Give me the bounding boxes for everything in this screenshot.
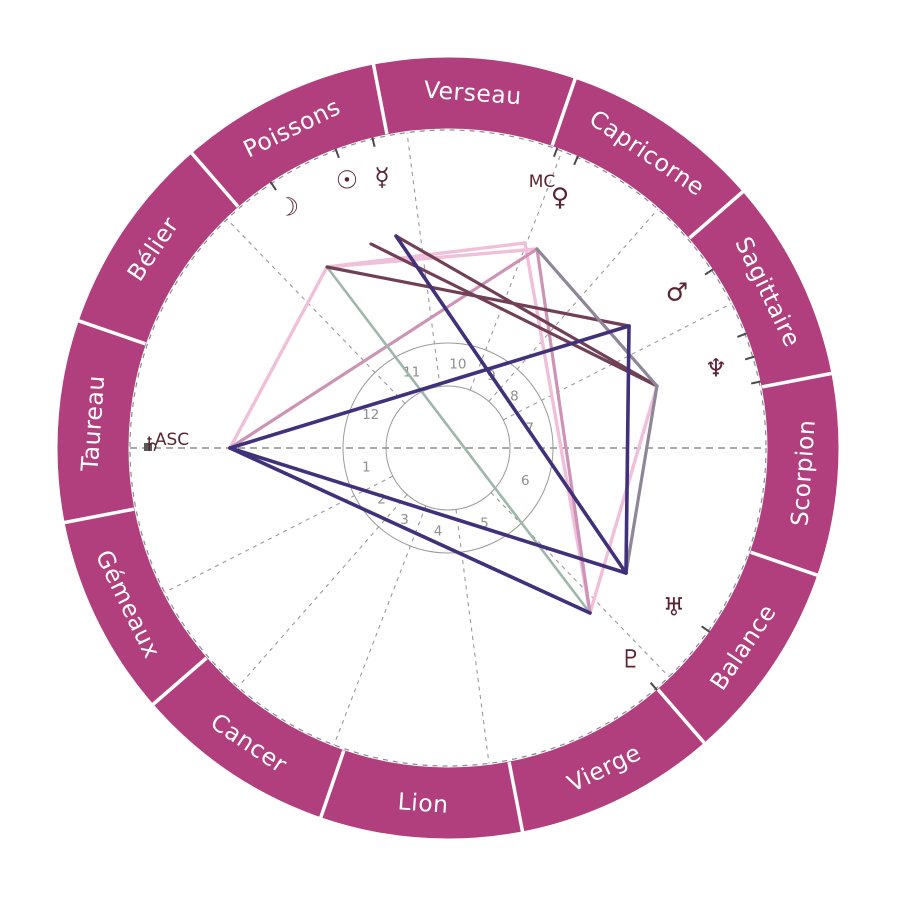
aspect-asc-uranus [228,446,628,575]
house-number-6: 6 [521,473,530,489]
neptune-icon: ♆ [705,354,727,383]
house-ring-outer-circle [342,342,554,554]
aspect-neptune-uranus [624,384,659,575]
aspect-asc-pluto [228,446,592,615]
aspect-asc-venus [228,247,539,450]
aspect-neptune-pluto [588,384,659,615]
mc-label: MC [529,172,556,192]
uranus-icon: ♅ [663,593,685,622]
house-number-8: 8 [510,389,519,405]
zodiac-ring-band [57,57,839,839]
pluto-icon: ♇ [620,645,642,674]
house-number-3: 3 [400,512,409,528]
mercury-icon: ☿ [374,163,389,192]
sun-icon: ☉ [336,166,358,195]
house-cusp-5 [455,509,490,764]
house-number-11: 11 [403,364,420,380]
zodiac-ring-dividers [63,63,833,833]
house-ring-inner-circle [385,385,511,511]
house-number-7: 7 [525,420,534,436]
house-number-2: 2 [377,492,386,508]
moon-icon: ☽ [277,193,299,222]
house-number-5: 5 [480,516,489,532]
saturn-icon: ♄ [143,432,161,456]
aspect-moon-mars [325,265,631,328]
asc-label: ASC [155,430,189,450]
aspect-asc-mars [228,324,631,450]
planet-glyphs: ☉ ☿ ☽ MC ♀ ♂ ♆ ♅ ♇ ♄ ASC [143,163,727,674]
house-number-1: 1 [362,460,371,476]
house-number-4: 4 [434,523,443,539]
house-cusps [130,132,766,764]
house-number-12: 12 [362,407,379,423]
aspect-asc-moon [228,265,329,450]
asc-degree-marker [144,443,152,451]
sign-label-lion: Lion [397,787,450,818]
aspect-mercury-neptune [394,234,659,388]
mars-icon: ♂ [666,278,688,307]
house-cusp-4 [333,505,427,746]
aspect-mc-pluto [523,241,592,615]
aspect-mercury-uranus [394,234,628,575]
sign-label-taureau: Taureau [76,374,111,473]
house-number-10: 10 [449,357,466,373]
house-cusp-3 [237,494,408,688]
house-cusp-6 [490,492,670,678]
house-cusp-2 [164,475,394,593]
degree-circle [129,129,767,767]
aspect-venus-neptune [535,247,659,388]
sign-label-verseau: Verseau [423,76,523,111]
aspect-mars-uranus [624,324,631,575]
venus-icon: ♀ [551,183,569,212]
aspect-moon-pluto [325,265,592,615]
aspect-lines [228,234,659,615]
